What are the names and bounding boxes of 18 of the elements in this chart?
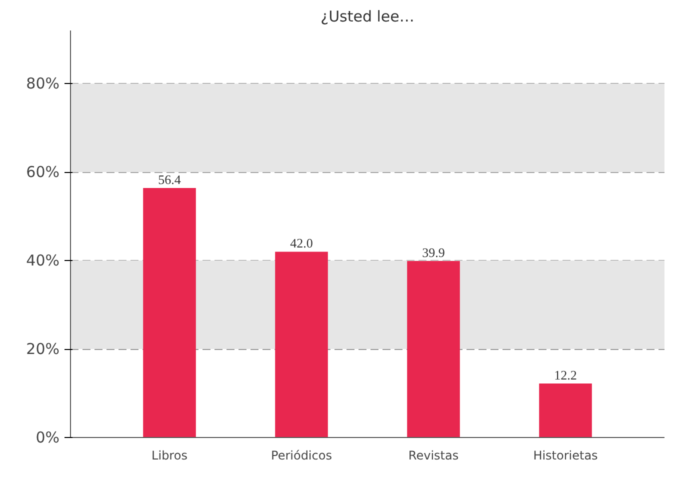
x-tick-label: Historietas (533, 448, 598, 462)
bar (275, 252, 328, 438)
data-label: 39.9 (422, 244, 445, 260)
y-tick-label: 40% (26, 252, 60, 270)
data-label: 42.0 (290, 236, 313, 251)
y-tick-label: 60% (26, 163, 60, 182)
data-label: 12.2 (554, 368, 577, 383)
y-tick-label: 0% (36, 428, 60, 446)
x-tick-label: Periódicos (271, 448, 332, 462)
chart-title: ¿Usted lee… (320, 8, 414, 26)
x-tick-label: Revistas (408, 448, 459, 462)
bar (539, 384, 592, 438)
y-tick-label: 80% (26, 74, 60, 93)
bar (407, 260, 460, 438)
x-tick-label: Libros (152, 448, 188, 462)
data-label: 56.4 (158, 172, 182, 187)
bar (143, 188, 196, 438)
y-tick-label: 20% (26, 340, 60, 358)
